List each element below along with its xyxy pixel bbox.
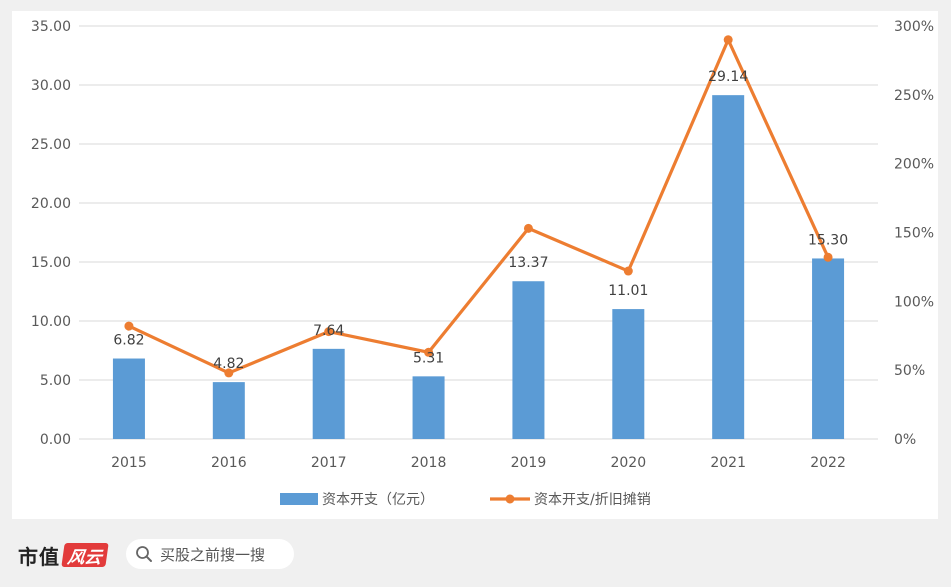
x-tick-label: 2018 [411,455,447,471]
bar-data-label: 13.37 [508,255,548,271]
y-left-tick-label: 35.00 [31,19,71,35]
bar [112,358,145,439]
bar-data-label: 6.82 [113,333,144,349]
search-input[interactable]: 买股之前搜一搜 [126,539,294,569]
legend-line-label: 资本开支/折旧摊销 [534,492,651,508]
search-icon [136,546,152,562]
bar-data-label: 7.64 [313,323,344,339]
x-tick-label: 2020 [610,455,646,471]
line-point [324,327,334,337]
search-placeholder: 买股之前搜一搜 [160,545,266,564]
x-tick-label: 2022 [810,455,846,471]
bar [512,281,545,439]
bar [812,258,845,439]
x-tick-label: 2015 [111,455,147,471]
line-point [424,347,434,357]
bar [312,348,345,439]
bar-data-label: 11.01 [608,283,648,299]
y-right-tick-label: 300% [894,19,934,35]
legend-bar-swatch [280,493,318,505]
bar-data-label: 5.31 [413,350,444,366]
y-left-tick-label: 25.00 [31,137,71,153]
line-point [124,321,134,331]
x-tick-label: 2016 [211,455,247,471]
y-right-tick-label: 50% [894,363,925,379]
brand-name: 市值 [18,544,60,569]
line-point [224,368,234,378]
y-right-tick-label: 150% [894,226,934,242]
bar [712,95,745,439]
x-tick-label: 2021 [710,455,746,471]
x-tick-label: 2017 [311,455,347,471]
y-right-tick-label: 250% [894,88,934,104]
bar-data-label: 4.82 [213,356,244,372]
y-right-tick-label: 200% [894,157,934,173]
legend-bar-label: 资本开支（亿元） [322,492,434,508]
brand-logo-badge: 风云 [61,543,109,568]
y-left-tick-label: 20.00 [31,196,71,212]
y-left-tick-label: 15.00 [31,255,71,271]
footer-bar: 市值 风云 买股之前搜一搜 [0,530,951,587]
line-point [623,266,633,276]
bar [212,382,245,439]
x-tick-label: 2019 [511,455,547,471]
y-right-tick-label: 0% [894,432,916,448]
combo-chart: 0.00 5.00 10.00 15.00 20.00 25.00 30.00 35.00 0%… [31,19,934,508]
y-left-tick-label: 10.00 [31,314,71,330]
line-series [128,38,830,375]
line-point [723,35,733,45]
y-left-tick-label: 30.00 [31,78,71,94]
legend-line-marker [505,494,515,504]
y-left-tick-label: 0.00 [40,432,71,448]
line-point [523,223,533,233]
bar [412,376,445,439]
brand-logo[interactable]: 市值 风云 [18,540,109,570]
bar-data-label: 15.30 [808,232,848,248]
bar [612,309,645,439]
bar-data-label: 29.14 [708,69,748,85]
y-right-tick-label: 100% [894,294,934,310]
chart-card: 0.00 5.00 10.00 15.00 20.00 25.00 30.00 35.00 0%… [12,11,938,519]
line-point [823,252,833,262]
y-left-tick-label: 5.00 [40,373,71,389]
